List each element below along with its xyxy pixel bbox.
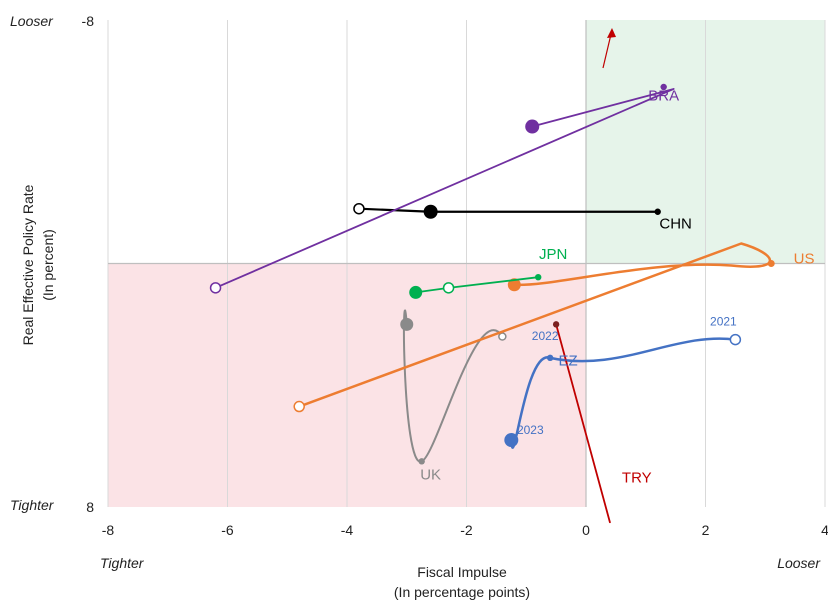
y-axis-subtitle: (In percent) [40, 229, 56, 301]
ez-label: EZ [558, 352, 577, 369]
ez-year-label: 2022 [532, 329, 559, 343]
y-tick-label: -8 [82, 13, 95, 29]
try-arrow-head [607, 28, 616, 38]
ez-year-label: 2021 [710, 315, 737, 329]
corner-label-x-right: Looser [777, 555, 821, 571]
ez-year-label: 2023 [517, 423, 544, 437]
uk-mid-point [418, 458, 425, 465]
axes: -8-6-4-2024-6-4-20246Looser-8Tighter8Tig… [10, 13, 828, 600]
ez-start-point [729, 333, 742, 346]
x-tick-label: 2 [702, 522, 710, 538]
ez-end-point [504, 433, 519, 448]
corner-label-bottom-left: Tighter [10, 497, 55, 513]
bra-mid-point [660, 83, 667, 91]
chn-mid-point [654, 208, 661, 215]
jpn-label: JPN [539, 246, 567, 263]
uk-label: UK [420, 467, 441, 484]
us-end-point [507, 278, 521, 292]
x-axis-subtitle: (In percentage points) [394, 584, 530, 600]
us-line [297, 242, 771, 408]
bra-label: BRA [648, 88, 679, 105]
us-start-point [293, 400, 305, 413]
y-axis-title: Real Effective Policy Rate [20, 184, 36, 345]
y-tick-label: 8 [86, 499, 94, 515]
x-tick-label: -6 [221, 522, 234, 538]
uk-end-point [400, 317, 414, 331]
x-tick-label: -4 [341, 522, 354, 538]
x-axis-title: Fiscal Impulse [417, 564, 507, 580]
y-axis-title-group: Real Effective Policy Rate (In percent) [20, 184, 56, 345]
x-tick-label: 4 [821, 522, 828, 538]
us-mid-point [767, 260, 775, 267]
chn-end-point [423, 204, 438, 219]
corner-label-x-left: Tighter [100, 555, 145, 571]
chn-start-point [353, 202, 365, 215]
x-tick-label: -2 [460, 522, 473, 538]
jpn-mid-point [535, 273, 542, 281]
corner-label-top-left: Looser [10, 13, 54, 29]
series-layer [209, 28, 775, 524]
x-tick-label: -8 [102, 522, 115, 538]
bra-end-point [525, 119, 540, 134]
try-line [555, 323, 611, 524]
ez-mid-point [546, 354, 554, 362]
uk-start-point [498, 332, 507, 341]
x-tick-label: 0 [582, 522, 590, 538]
chn-label: CHN [659, 215, 692, 232]
labels-layer: UK EZ 2021 2022 2023 TRY US JPN CHN BRA [420, 88, 814, 487]
bra-line [214, 88, 675, 289]
jpn-start-point [442, 282, 455, 294]
bra-start-point [209, 282, 222, 294]
us-label: US [794, 251, 815, 268]
jpn-end-point [409, 285, 423, 299]
try-start-point [552, 321, 560, 328]
try-label: TRY [622, 470, 652, 487]
